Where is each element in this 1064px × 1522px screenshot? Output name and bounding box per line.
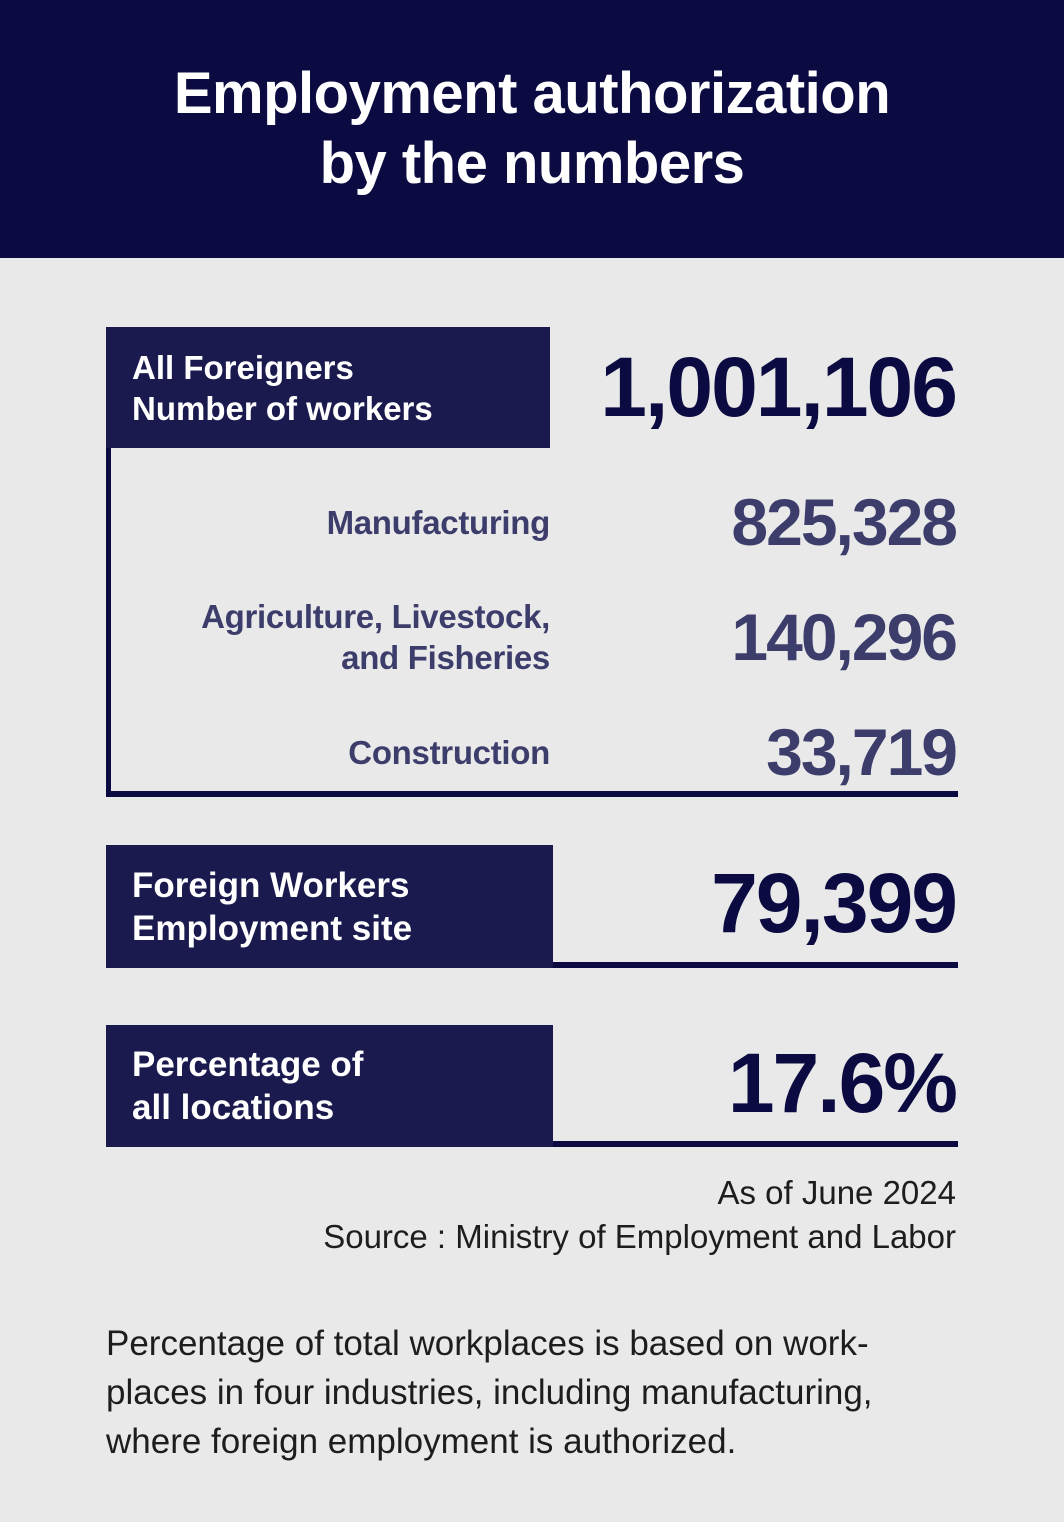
row-value: 140,296	[731, 600, 958, 674]
row-label: Agriculture, Livestock, and Fisheries	[201, 598, 550, 676]
row-value: 825,328	[731, 485, 958, 559]
main-stat-label-chip: All Foreigners Number of workers	[106, 327, 550, 448]
employment-site-band: Foreign Workers Employment site 79,399	[106, 845, 958, 968]
main-stat-header: All Foreigners Number of workers 1,001,1…	[106, 327, 958, 448]
row-label: Manufacturing	[326, 503, 551, 541]
breakdown-row-manufacturing: Manufacturing 825,328	[111, 484, 958, 560]
meta-block: As of June 2024 Source : Ministry of Emp…	[106, 1171, 958, 1259]
industry-breakdown: Manufacturing 825,328 Agriculture, Lives…	[111, 448, 958, 790]
main-stat-box: All Foreigners Number of workers 1,001,1…	[106, 327, 958, 797]
main-stat-value: 1,001,106	[600, 340, 958, 434]
content-area: All Foreigners Number of workers 1,001,1…	[0, 327, 1064, 1466]
employment-site-value: 79,399	[553, 845, 958, 968]
row-label: Construction	[348, 733, 550, 771]
percentage-label-chip: Percentage of all locations	[106, 1025, 553, 1147]
breakdown-row-construction: Construction 33,719	[111, 714, 958, 790]
breakdown-row-agriculture: Agriculture, Livestock, and Fisheries 14…	[111, 596, 958, 678]
footnote-text: Percentage of total workplaces is based …	[106, 1324, 873, 1461]
employment-site-label-chip: Foreign Workers Employment site	[106, 845, 553, 968]
percentage-value: 17.6%	[553, 1025, 958, 1147]
page-title: Employment authorization by the numbers	[173, 61, 891, 196]
row-value: 33,719	[766, 715, 958, 789]
percentage-band: Percentage of all locations 17.6%	[106, 1025, 958, 1147]
header-band: Employment authorization by the numbers	[0, 0, 1064, 258]
as-of-date: As of June 2024	[717, 1174, 956, 1211]
source-credit: Source : Ministry of Employment and Labo…	[323, 1218, 956, 1255]
